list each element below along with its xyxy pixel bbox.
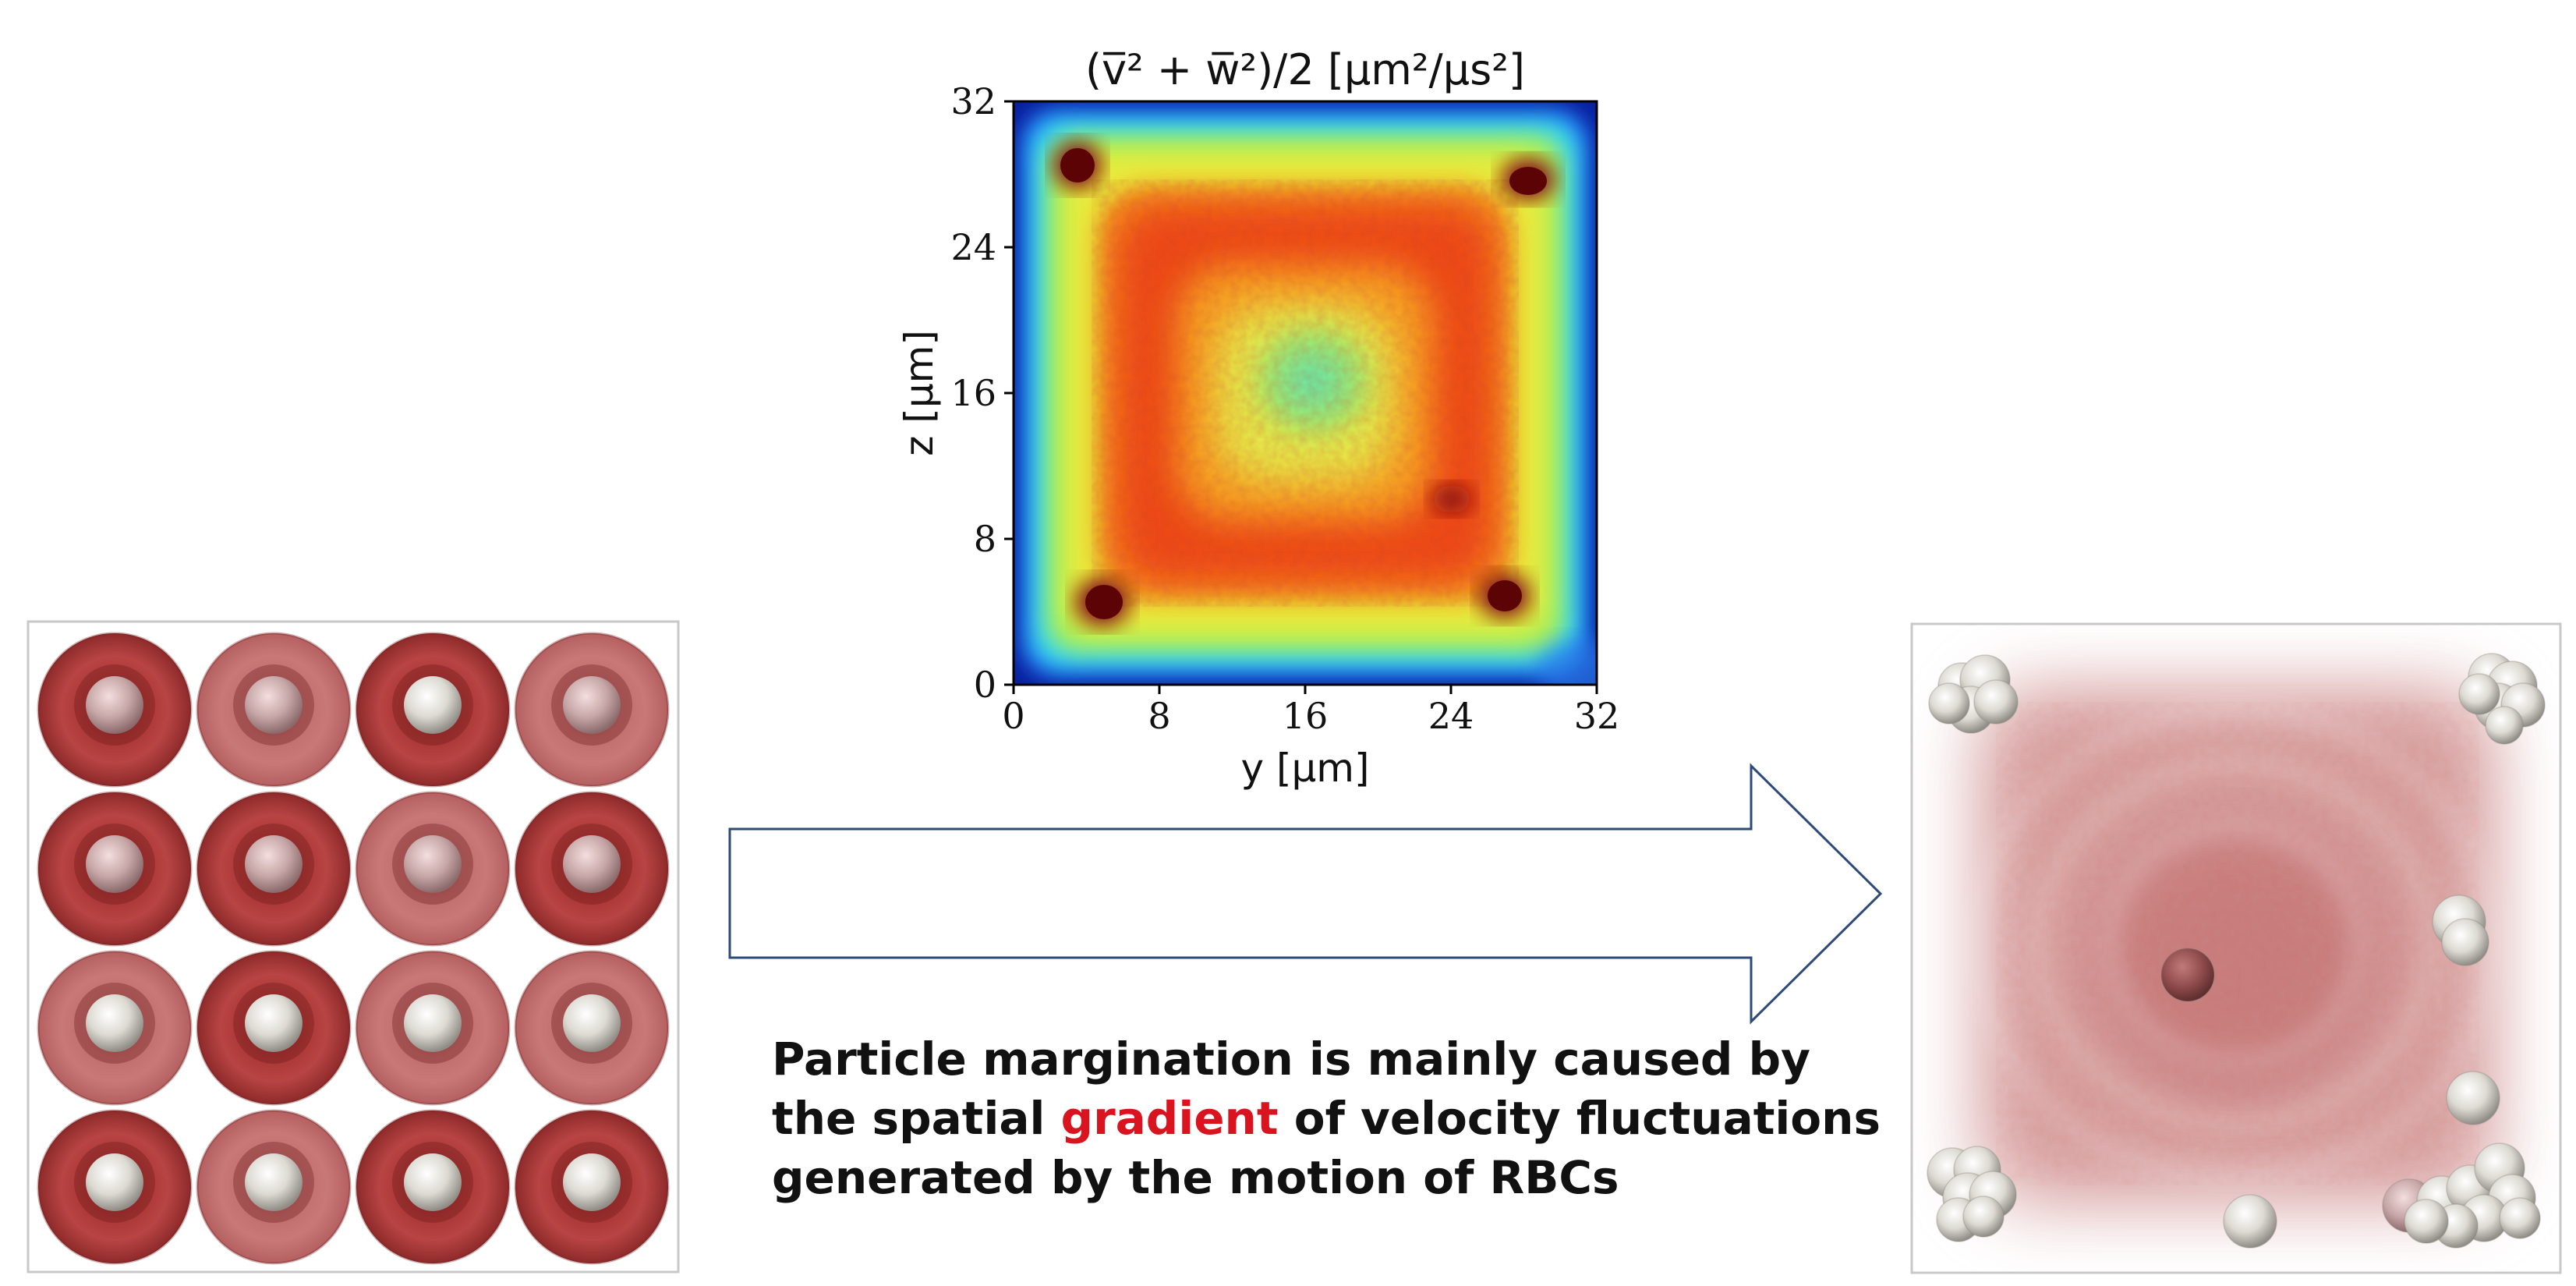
- caption-line-2-start: the spatial: [772, 1092, 1061, 1145]
- particle-sphere: [2404, 1199, 2449, 1244]
- particle-sphere: [245, 994, 303, 1052]
- particle-sphere: [2458, 673, 2500, 715]
- particle-sphere: [563, 676, 621, 734]
- rbc-cell: [355, 1109, 511, 1265]
- caption-line-3: generated by the motion of RBCs: [772, 1151, 1619, 1204]
- y-tick-label: 24: [950, 226, 996, 268]
- particle-sphere: [2441, 918, 2489, 966]
- particle-sphere: [2485, 706, 2524, 745]
- particle-sphere: [563, 835, 621, 893]
- particle-margination-panel: [1910, 622, 2562, 1274]
- particle-sphere: [2223, 1194, 2277, 1249]
- transition-arrow: [728, 763, 1883, 1025]
- x-tick-label: 32: [1574, 695, 1620, 737]
- heatmap-ylabel: z [μm]: [897, 330, 942, 456]
- particle-sphere: [404, 994, 462, 1052]
- particle-spheres: [1927, 653, 2546, 1249]
- rbc-grid: [37, 632, 670, 1265]
- heatmap-axes: 0 8 16 24 32 0 8 16 24 32: [950, 80, 1619, 737]
- rbc-cell: [514, 632, 670, 788]
- heatmap-title: (v̅² + w̅²)/2 [μm²/μs²]: [1085, 45, 1525, 94]
- particle-sphere: [563, 994, 621, 1052]
- rbc-cell: [514, 791, 670, 947]
- rbc-cell: [355, 791, 511, 947]
- particle-sphere: [86, 676, 143, 734]
- rbc-cell: [37, 791, 193, 947]
- velocity-fluctuation-heatmap: (v̅² + w̅²)/2 [μm²/μs²]: [897, 45, 1619, 791]
- caption-line-2: the spatial gradient of velocity fluctua…: [772, 1089, 1881, 1148]
- particle-sphere: [2446, 1071, 2500, 1125]
- rbc-initial-panel: [27, 620, 680, 1274]
- particle-sphere: [1973, 679, 2019, 724]
- y-tick-label: 16: [950, 372, 996, 414]
- particle-sphere: [86, 835, 143, 893]
- rbc-cell: [37, 950, 193, 1106]
- particle-sphere: [86, 1153, 143, 1211]
- particle-sphere: [245, 835, 303, 893]
- particle-sphere: [2499, 1197, 2541, 1239]
- x-tick-label: 16: [1283, 695, 1329, 737]
- x-tick-label: 0: [1002, 695, 1024, 737]
- rbc-cell: [196, 791, 352, 947]
- rbc-cell: [514, 950, 670, 1106]
- caption-text: Particle margination is mainly caused by…: [772, 1029, 1881, 1207]
- heatmap-xlabel: y [μm]: [1240, 746, 1369, 791]
- rbc-cell: [196, 632, 352, 788]
- heatmap-field: [1014, 101, 1597, 685]
- x-tick-label: 24: [1428, 695, 1474, 737]
- rbc-cell: [37, 632, 193, 788]
- y-tick-label: 32: [950, 80, 996, 122]
- x-tick-label: 8: [1148, 695, 1170, 737]
- particle-sphere: [404, 676, 462, 734]
- particle-sphere: [1962, 1196, 2005, 1238]
- rbc-cell: [196, 1109, 352, 1265]
- caption-line-2-end: of velocity fluctuations: [1278, 1092, 1881, 1145]
- particle-sphere: [1928, 682, 1970, 724]
- particle-sphere: [404, 835, 462, 893]
- particle-sphere: [404, 1153, 462, 1211]
- caption-highlight-gradient: gradient: [1060, 1092, 1279, 1145]
- rbc-cloud: [1965, 675, 2511, 1220]
- rbc-cell: [355, 950, 511, 1106]
- particle-sphere: [563, 1153, 621, 1211]
- particle-sphere: [245, 676, 303, 734]
- caption-line-1: Particle margination is mainly caused by: [772, 1033, 1810, 1086]
- particle-sphere: [2160, 948, 2215, 1002]
- particle-sphere: [245, 1153, 303, 1211]
- rbc-cell: [37, 1109, 193, 1265]
- y-tick-label: 8: [974, 518, 996, 560]
- y-tick-label: 0: [974, 664, 996, 706]
- rbc-cell: [514, 1109, 670, 1265]
- particle-sphere: [86, 994, 143, 1052]
- rbc-cell: [355, 632, 511, 788]
- rbc-cell: [196, 950, 352, 1106]
